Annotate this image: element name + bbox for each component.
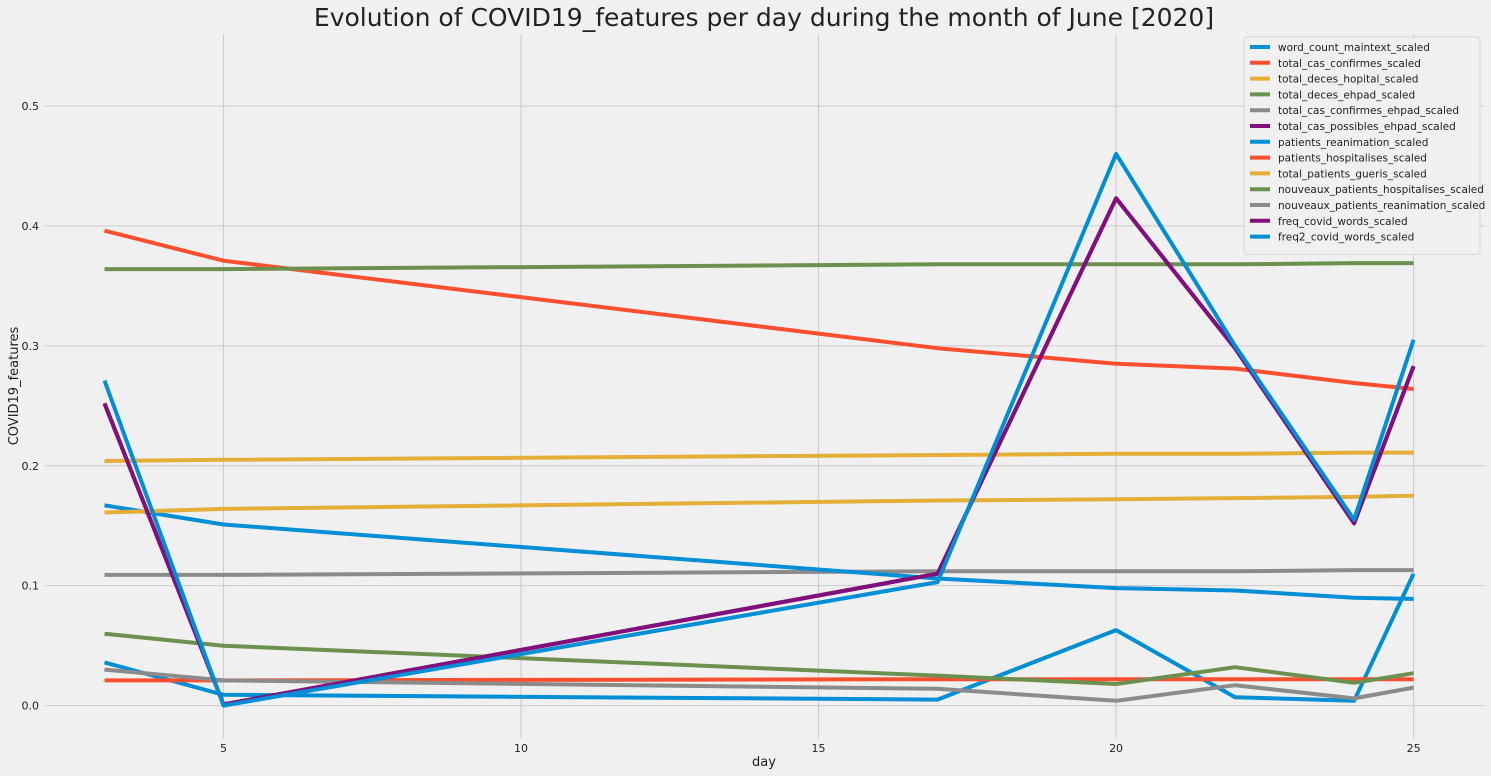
x-tick-label: 20 [1109,742,1123,755]
legend-item-label: total_deces_ehpad_scaled [1278,89,1415,101]
legend-item-label: nouveaux_patients_reanimation_scaled [1278,200,1485,212]
x-axis-ticks: 5 10 15 20 25 [220,742,1421,755]
y-axis-label: COVID19_features [7,326,22,445]
series-line-nouveaux_patients_hospitalises_scaled [104,631,1414,686]
series-line-total_cas_confirmes_ehpad_scaled [104,568,1414,577]
legend-item-label: total_cas_possibles_ehpad_scaled [1278,121,1456,133]
series-line-total_deces_ehpad_scaled [104,261,1414,272]
x-tick-label: 10 [514,742,528,755]
y-tick-label: 0.0 [22,700,40,713]
y-tick-label: 0.2 [22,460,40,473]
legend-item-label: total_cas_confirmes_scaled [1278,58,1421,70]
y-tick-label: 0.4 [22,220,40,233]
series-line-total_cas_confirmes_scaled [104,228,1414,391]
legend-item-label: freq_covid_words_scaled [1278,216,1408,228]
x-axis-label: day [752,755,776,770]
series-line-total_patients_gueris_scaled [104,493,1414,515]
legend-box [1243,36,1481,255]
series-line-total_deces_hopital_scaled [104,450,1414,463]
legend-item-label: total_deces_hopital_scaled [1278,74,1418,86]
legend-item-label: freq2_covid_words_scaled [1278,232,1414,244]
series-line-freq2_covid_words_scaled [102,151,1416,708]
series-line-nouveaux_patients_reanimation_scaled [104,667,1414,703]
y-tick-label: 0.5 [22,100,40,113]
series-line-patients_reanimation_scaled [104,503,1414,601]
y-tick-label: 0.1 [22,580,40,593]
legend: word_count_maintext_scaled total_cas_conf… [1243,36,1485,255]
y-tick-label: 0.3 [22,340,40,353]
series-lines [102,151,1416,708]
legend-item-label: word_count_maintext_scaled [1278,42,1430,54]
legend-item-label: total_patients_gueris_scaled [1278,168,1427,180]
x-tick-label: 5 [220,742,227,755]
legend-item-label: nouveaux_patients_hospitalises_scaled [1278,184,1484,196]
y-axis-ticks: 0.0 0.1 0.2 0.3 0.4 0.5 [22,100,40,713]
chart-title: Evolution of COVID19_features per day du… [314,3,1214,32]
x-tick-label: 15 [812,742,826,755]
series-line-word_count_maintext_scaled [103,572,1416,703]
x-tick-label: 25 [1407,742,1421,755]
legend-item-label: total_cas_confirmes_ehpad_scaled [1278,105,1459,117]
legend-item-label: patients_hospitalises_scaled [1278,153,1427,165]
legend-item-label: patients_reanimation_scaled [1278,137,1428,149]
